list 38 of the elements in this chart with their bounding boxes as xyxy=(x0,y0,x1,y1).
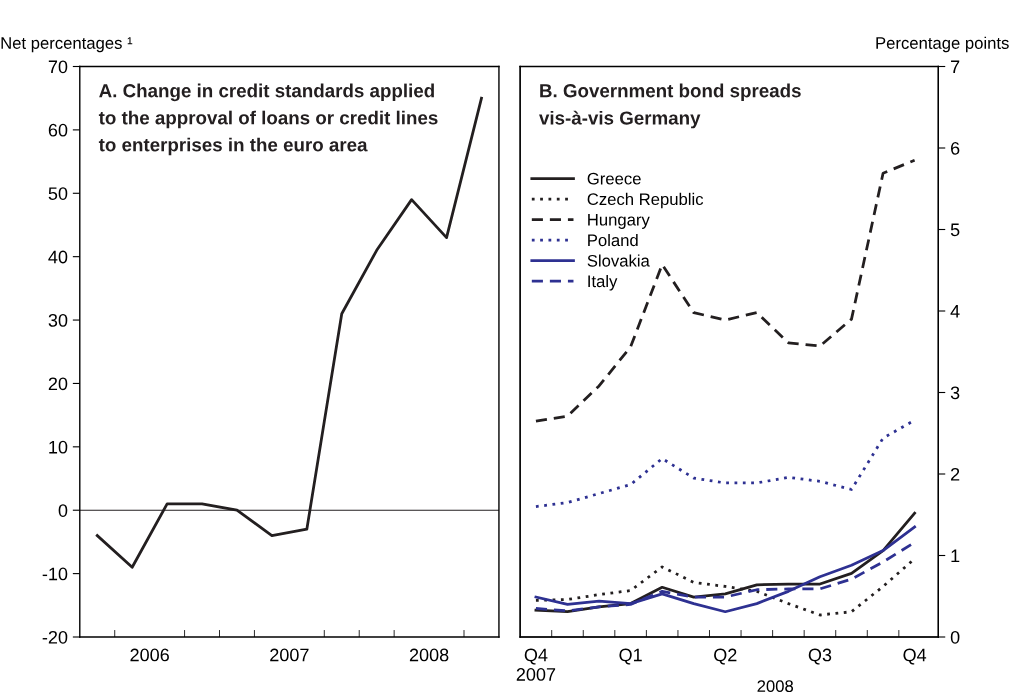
y-tick-label: 10 xyxy=(49,440,68,454)
y-tick-label: 40 xyxy=(48,250,68,264)
y-tick-label: -10 xyxy=(42,567,68,581)
y2-tick-label: 7 xyxy=(951,60,960,74)
line-series xyxy=(534,158,917,423)
x-tick-label: 2006 xyxy=(130,648,169,662)
x-tick-label: 2007 xyxy=(270,648,309,662)
text: A. Change in credit standards applied to the approval of loans or credit lines to enterprises in the euro area xyxy=(98,83,438,156)
legend-label: Italy xyxy=(588,274,618,291)
y2-tick-label: 5 xyxy=(950,223,960,237)
y-tick-label: 50 xyxy=(48,187,68,200)
y-tick-label: 20 xyxy=(48,377,68,391)
y-tick-label: -20 xyxy=(42,630,68,644)
x-tick-label: 2008 xyxy=(409,648,449,662)
legend-label: Slovakia xyxy=(587,254,650,267)
x-axis-title: 2008 xyxy=(757,680,794,693)
x-tick-label: Q1 xyxy=(619,648,642,665)
y-tick-label: 0 xyxy=(58,504,68,517)
y-axis-title: Net percentages ¹ xyxy=(1,37,133,53)
x-tick-label: Q3 xyxy=(808,648,832,665)
y2-tick-label: 1 xyxy=(951,549,960,563)
legend-label: Poland xyxy=(588,233,638,247)
y-tick-label: 30 xyxy=(48,313,68,327)
x-tick-label: Q4 xyxy=(903,648,927,665)
y2-axis-title: Percentage points xyxy=(876,36,1009,53)
y2-tick-label: 2 xyxy=(951,467,960,481)
x-tick-label: Q2 xyxy=(714,648,737,665)
legend-label: Greece xyxy=(587,172,641,185)
legend-label: Czech Republic xyxy=(587,192,704,209)
x-tick-label: Q4 2007 xyxy=(516,648,556,681)
y2-tick-label: 0 xyxy=(950,630,960,644)
y2-tick-label: 4 xyxy=(950,305,960,318)
y-tick-label: 60 xyxy=(48,123,68,137)
y-tick-label: 70 xyxy=(48,60,68,74)
y2-tick-label: 6 xyxy=(951,141,960,155)
text: B. Government bond spreads vis-à-vis Germany xyxy=(539,83,801,129)
legend-label: Hungary xyxy=(588,213,650,229)
y2-tick-label: 3 xyxy=(950,386,960,400)
